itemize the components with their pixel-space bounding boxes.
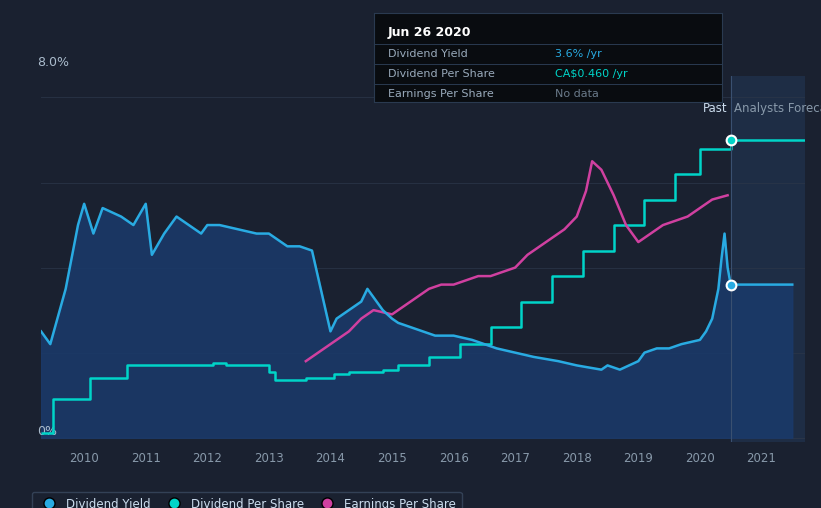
Text: Analysts Forecas: Analysts Forecas (734, 102, 821, 115)
Text: 0%: 0% (37, 425, 57, 438)
Bar (731, 76, 805, 442)
Text: Dividend Per Share: Dividend Per Share (388, 69, 494, 79)
Text: 3.6% /yr: 3.6% /yr (555, 49, 602, 59)
Text: 8.0%: 8.0% (37, 56, 69, 69)
Text: Dividend Yield: Dividend Yield (388, 49, 467, 59)
Text: Jun 26 2020: Jun 26 2020 (388, 26, 471, 39)
Text: Past: Past (703, 102, 727, 115)
Text: Earnings Per Share: Earnings Per Share (388, 88, 493, 99)
Text: No data: No data (555, 88, 599, 99)
Legend: Dividend Yield, Dividend Per Share, Earnings Per Share: Dividend Yield, Dividend Per Share, Earn… (32, 492, 461, 508)
Text: CA$0.460 /yr: CA$0.460 /yr (555, 69, 627, 79)
